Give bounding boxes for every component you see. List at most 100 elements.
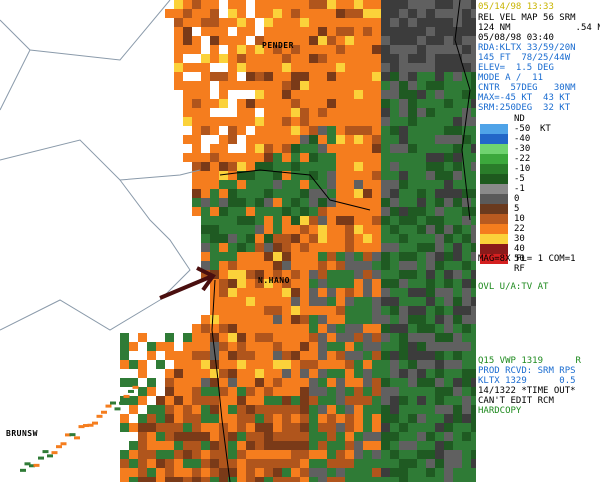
- radar-velocity-bin: [435, 126, 444, 135]
- radar-velocity-bin: [273, 189, 282, 198]
- radar-velocity-bin: [318, 279, 327, 288]
- radar-velocity-bin: [219, 459, 228, 468]
- radar-velocity-bin: [471, 315, 476, 324]
- radar-velocity-bin: [381, 450, 390, 459]
- radar-velocity-bin: [336, 405, 345, 414]
- radar-velocity-bin: [471, 369, 476, 378]
- radar-velocity-bin: [237, 36, 246, 45]
- radar-velocity-bin: [300, 324, 309, 333]
- radar-velocity-bin: [408, 450, 417, 459]
- radar-velocity-bin: [462, 360, 471, 369]
- radar-velocity-bin: [435, 342, 444, 351]
- radar-velocity-bin: [417, 18, 426, 27]
- radar-velocity-bin: [246, 153, 255, 162]
- ground-clutter-streak: [132, 385, 139, 389]
- radar-velocity-bin: [246, 117, 255, 126]
- radar-velocity-bin: [372, 90, 381, 99]
- hardcopy-button[interactable]: HARDCOPY: [478, 406, 522, 416]
- radar-velocity-bin: [417, 342, 426, 351]
- radar-velocity-bin: [471, 180, 476, 189]
- radar-velocity-bin: [462, 18, 471, 27]
- product-received-text: PROD RCVD: SRM RPS: [478, 366, 576, 376]
- radar-velocity-bin: [147, 423, 156, 432]
- radar-velocity-bin: [264, 27, 273, 36]
- scan-time-text: 05/08/98 03:40: [478, 33, 554, 43]
- radar-velocity-bin: [417, 36, 426, 45]
- radar-velocity-bin: [237, 108, 246, 117]
- radar-velocity-bin: [201, 324, 210, 333]
- radar-velocity-bin: [390, 216, 399, 225]
- radar-velocity-bin: [282, 468, 291, 477]
- radar-velocity-bin: [309, 459, 318, 468]
- radar-velocity-bin: [183, 36, 192, 45]
- radar-velocity-bin: [435, 117, 444, 126]
- radar-velocity-bin: [345, 279, 354, 288]
- radar-velocity-bin: [327, 324, 336, 333]
- radar-map-viewport[interactable]: PENDER N.HANO BRUNSW: [0, 0, 476, 482]
- radar-velocity-bin: [300, 171, 309, 180]
- radar-velocity-bin: [399, 342, 408, 351]
- radar-velocity-bin: [156, 405, 165, 414]
- legend-label: 22: [514, 224, 525, 234]
- radar-velocity-bin: [327, 351, 336, 360]
- radar-velocity-bin: [345, 216, 354, 225]
- radar-velocity-bin: [273, 459, 282, 468]
- radar-velocity-bin: [291, 216, 300, 225]
- radar-velocity-bin: [201, 351, 210, 360]
- radar-velocity-bin: [435, 207, 444, 216]
- radar-velocity-bin: [282, 198, 291, 207]
- radar-velocity-bin: [336, 54, 345, 63]
- radar-velocity-bin: [282, 234, 291, 243]
- radar-velocity-bin: [300, 252, 309, 261]
- radar-velocity-bin: [300, 297, 309, 306]
- radar-velocity-bin: [435, 99, 444, 108]
- radar-velocity-bin: [345, 90, 354, 99]
- ground-clutter-streak: [47, 454, 53, 458]
- radar-velocity-bin: [453, 387, 462, 396]
- radar-velocity-bin: [273, 90, 282, 99]
- radar-velocity-bin: [273, 207, 282, 216]
- radar-velocity-bin: [444, 117, 453, 126]
- radar-velocity-bin: [174, 441, 183, 450]
- radar-velocity-bin: [462, 333, 471, 342]
- radar-velocity-bin: [327, 252, 336, 261]
- radar-velocity-bin: [417, 297, 426, 306]
- legend-label: 0: [514, 194, 520, 204]
- radar-velocity-bin: [390, 81, 399, 90]
- legend-swatch: [480, 244, 508, 254]
- radar-velocity-bin: [291, 171, 300, 180]
- radar-velocity-bin: [192, 45, 201, 54]
- radar-velocity-bin: [318, 54, 327, 63]
- radar-velocity-bin: [417, 369, 426, 378]
- radar-velocity-bin: [273, 225, 282, 234]
- radar-velocity-bin: [300, 27, 309, 36]
- radar-velocity-bin: [291, 351, 300, 360]
- radar-velocity-bin: [372, 18, 381, 27]
- radar-velocity-bin: [309, 189, 318, 198]
- radar-velocity-bin: [129, 477, 138, 482]
- radar-velocity-bin: [228, 297, 237, 306]
- radar-velocity-bin: [399, 180, 408, 189]
- radar-velocity-bin: [327, 441, 336, 450]
- radar-velocity-bin: [426, 396, 435, 405]
- radar-velocity-bin: [237, 261, 246, 270]
- radar-velocity-bin: [327, 27, 336, 36]
- radar-velocity-bin: [255, 207, 264, 216]
- radar-velocity-bin: [354, 27, 363, 36]
- radar-velocity-bin: [219, 288, 228, 297]
- ground-clutter-streak: [60, 442, 67, 446]
- radar-velocity-bin: [327, 81, 336, 90]
- radar-velocity-bin: [300, 360, 309, 369]
- radar-velocity-bin: [462, 63, 471, 72]
- radar-velocity-bin: [426, 315, 435, 324]
- center-text: CNTR 57DEG 30NM: [478, 83, 576, 93]
- radar-velocity-bin: [264, 459, 273, 468]
- radar-velocity-bin: [444, 315, 453, 324]
- radar-velocity-bin: [399, 351, 408, 360]
- radar-velocity-bin: [435, 198, 444, 207]
- radar-velocity-bin: [435, 27, 444, 36]
- radar-velocity-bin: [291, 180, 300, 189]
- radar-velocity-bin: [354, 108, 363, 117]
- radar-velocity-bin: [156, 423, 165, 432]
- radar-velocity-bin: [192, 162, 201, 171]
